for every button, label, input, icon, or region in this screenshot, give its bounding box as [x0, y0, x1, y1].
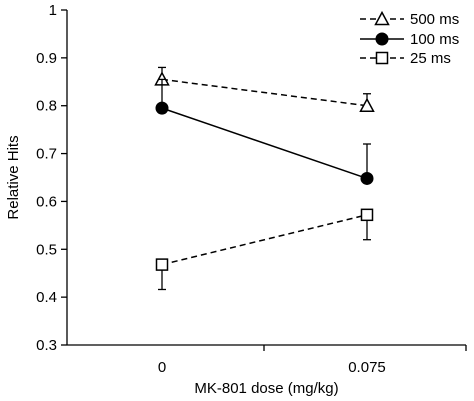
y-tick-label: 0.6	[36, 193, 57, 210]
legend-marker	[375, 32, 389, 46]
x-tick-label: 0.075	[348, 359, 386, 376]
legend-entry: 500 ms	[360, 10, 459, 28]
y-tick-label: 1	[49, 2, 57, 19]
legend-label: 100 ms	[410, 31, 459, 48]
series-25-ms	[155, 208, 374, 291]
series-line	[161, 107, 368, 180]
series-line	[161, 214, 368, 266]
y-tick-label: 0.5	[36, 241, 57, 258]
y-ticks: 0.3 0.4 0.5 0.6 0.7 0.8 0.9 1	[36, 2, 67, 354]
y-tick-label: 0.4	[36, 289, 57, 306]
legend: 500 ms 100 ms 25 ms	[360, 10, 459, 67]
y-tick-label: 0.3	[36, 337, 57, 354]
x-tick-label: 0	[158, 359, 166, 376]
y-tick-label: 0.8	[36, 98, 57, 115]
series-group	[154, 66, 375, 291]
y-tick-label: 0.7	[36, 146, 57, 163]
x-ticks: 0 0.075	[158, 345, 467, 376]
legend-entry: 100 ms	[360, 31, 459, 48]
series-500-ms	[154, 66, 375, 112]
y-tick-label: 0.9	[36, 50, 57, 67]
legend-marker	[375, 51, 389, 65]
legend-entry: 25 ms	[360, 50, 451, 67]
x-axis-title: MK-801 dose (mg/kg)	[194, 380, 338, 397]
legend-label: 500 ms	[410, 11, 459, 28]
data-point	[360, 208, 374, 222]
y-axis-title: Relative Hits	[5, 135, 22, 219]
legend-label: 25 ms	[410, 50, 451, 67]
data-point	[359, 97, 375, 112]
series-100-ms	[155, 78, 374, 185]
legend-marker	[374, 10, 390, 26]
axes	[66, 10, 466, 346]
data-point	[155, 101, 169, 115]
data-point	[360, 171, 374, 185]
data-point	[155, 258, 169, 271]
series-line	[161, 78, 368, 107]
